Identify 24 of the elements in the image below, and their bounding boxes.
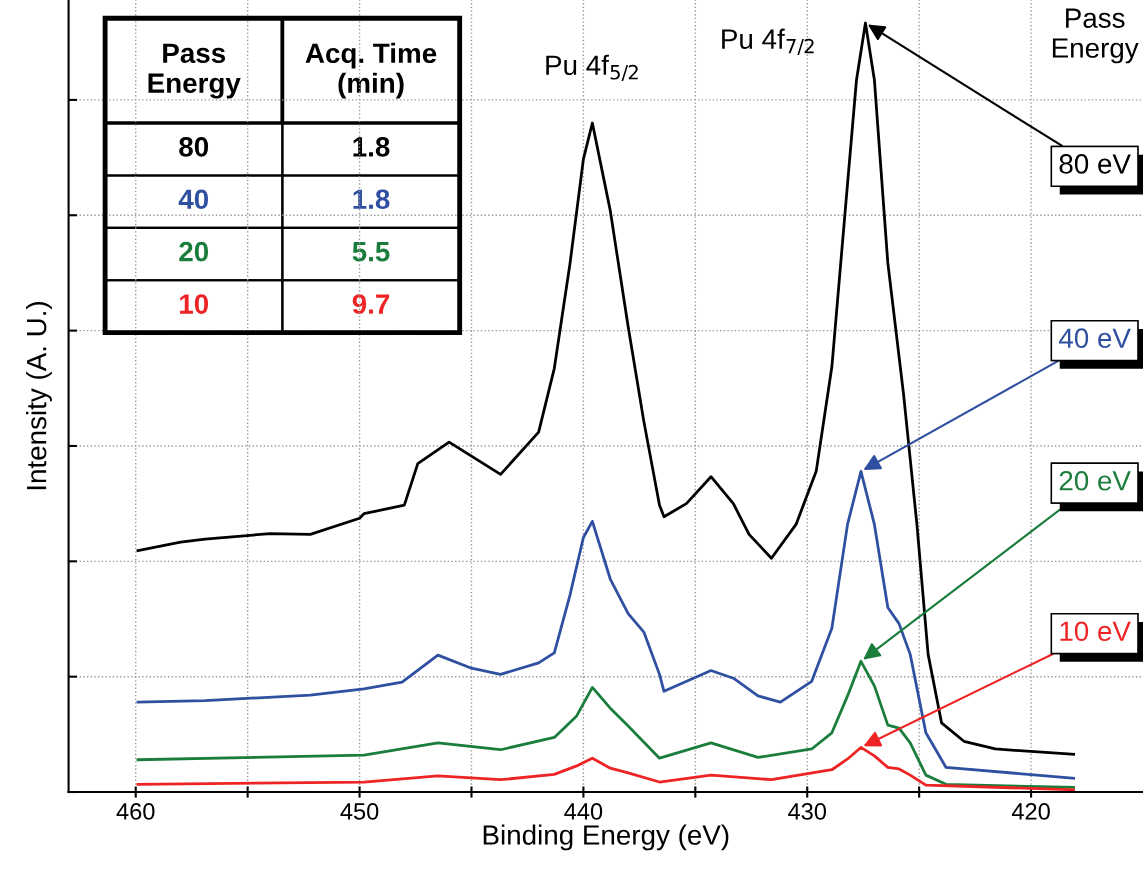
annotation: 1.8 (353, 137, 390, 157)
annotation: 40 (178, 189, 209, 210)
annotation: Acq. Time (min) (305, 42, 437, 99)
x-tick-label: 450 (340, 803, 379, 820)
legend-title: Pass Energy (1052, 8, 1139, 64)
text: 40 eV (1059, 328, 1131, 349)
text: 10 eV (1060, 621, 1131, 642)
x-tick-label: 420 (1011, 803, 1050, 820)
annotation: Pu 4f$_{5/2}$ (546, 54, 638, 82)
annotation: 20 (179, 241, 209, 262)
x-tick-label: 460 (116, 803, 155, 820)
text: 80 eV (1059, 154, 1131, 174)
annotation: Pu 4f$_{7/2}$ (722, 28, 814, 56)
text: 20 eV (1059, 470, 1131, 491)
x-tick-label: 440 (564, 803, 603, 820)
x-axis-title: Binding Energy (eV) (483, 824, 729, 851)
annotation: 10 (180, 294, 209, 314)
annotation: 1.8 (353, 189, 390, 210)
annotation: 5.5 (352, 242, 390, 262)
annotation: 80 (179, 137, 209, 157)
x-tick-label: 430 (788, 803, 827, 820)
annotation: 9.7 (352, 294, 390, 314)
y-axis-title: Intensity (A. U.) (26, 302, 52, 490)
annotation: Pass Energy (148, 43, 241, 99)
